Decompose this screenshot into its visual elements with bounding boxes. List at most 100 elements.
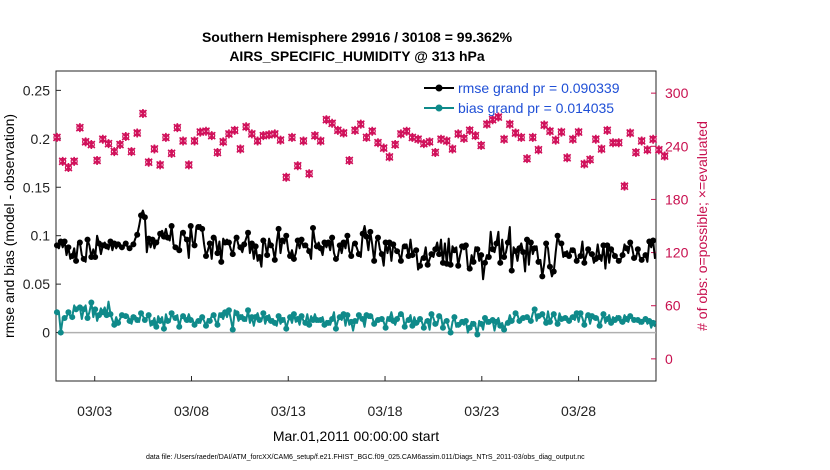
obs-evaluated-point bbox=[402, 126, 411, 136]
rmse-point bbox=[164, 234, 171, 241]
bias-point bbox=[432, 320, 439, 327]
obs-evaluated-point bbox=[660, 151, 669, 161]
rmse-point bbox=[531, 245, 538, 252]
rmse-point bbox=[264, 252, 271, 259]
obs-evaluated-point bbox=[563, 153, 572, 163]
rmse-point bbox=[573, 257, 580, 264]
rmse-point bbox=[413, 247, 420, 254]
rmse-point bbox=[206, 240, 213, 247]
bias-point bbox=[80, 306, 87, 313]
bias-point bbox=[569, 314, 576, 321]
right-tick-label: 60 bbox=[665, 298, 681, 314]
bias-point bbox=[566, 317, 573, 324]
rmse-point bbox=[546, 263, 553, 270]
rmse-point bbox=[497, 259, 504, 266]
bias-point bbox=[512, 310, 519, 317]
bias-point bbox=[554, 320, 561, 327]
rmse-point bbox=[631, 254, 638, 261]
obs-evaluated-point bbox=[293, 161, 302, 171]
rmse-point bbox=[374, 234, 381, 241]
bias-point bbox=[298, 313, 305, 320]
rmse-point bbox=[481, 259, 488, 266]
rmse-point bbox=[424, 261, 431, 268]
bias-point bbox=[493, 318, 500, 325]
obs-evaluated-point bbox=[471, 131, 480, 141]
bias-point bbox=[256, 316, 263, 323]
rmse-point bbox=[520, 249, 527, 256]
legend-bias-label: bias grand pr = 0.014035 bbox=[458, 100, 614, 116]
obs-evaluated-point bbox=[505, 119, 514, 129]
rmse-point bbox=[478, 252, 485, 259]
obs-evaluated-point bbox=[517, 132, 526, 142]
right-tick-label: 180 bbox=[665, 191, 689, 207]
rmse-point bbox=[394, 248, 401, 255]
obs-evaluated-point bbox=[305, 169, 314, 179]
x-tick-label: 03/03 bbox=[77, 403, 112, 419]
rmse-point bbox=[352, 240, 359, 247]
rmse-point bbox=[566, 253, 573, 260]
rmse-point bbox=[447, 261, 454, 268]
right-axis-ticks: 0 60 120 180 240 300 bbox=[651, 85, 689, 367]
obs-evaluated-point bbox=[87, 140, 96, 150]
bias-point bbox=[306, 321, 313, 328]
rmse-point bbox=[69, 253, 76, 260]
obs-evaluated-point bbox=[626, 128, 635, 138]
rmse-point bbox=[585, 246, 592, 253]
obs-evaluated-point bbox=[448, 144, 457, 154]
bias-point bbox=[206, 317, 213, 324]
rmse-point bbox=[225, 239, 232, 246]
bias-point bbox=[439, 324, 446, 331]
rmse-point bbox=[176, 247, 183, 254]
obs-evaluated-point bbox=[345, 155, 354, 165]
rmse-point bbox=[409, 252, 416, 259]
obs-evaluated-point bbox=[230, 125, 239, 135]
obs-evaluated-point bbox=[161, 132, 170, 142]
obs-evaluated-point bbox=[545, 126, 555, 136]
chart-title-line1: Southern Hemisphere 29916 / 30108 = 99.3… bbox=[202, 29, 513, 45]
obs-evaluated-point bbox=[482, 119, 491, 129]
rmse-point bbox=[436, 251, 443, 258]
right-tick-label: 300 bbox=[665, 85, 689, 101]
bias-point bbox=[436, 313, 443, 320]
obs-evaluated-point bbox=[316, 136, 325, 146]
left-tick-label: 0.05 bbox=[23, 276, 50, 292]
bias-point bbox=[187, 316, 194, 323]
rmse-point bbox=[619, 252, 626, 259]
rmse-point bbox=[141, 214, 148, 221]
bias-point bbox=[329, 316, 336, 322]
obs-evaluated-point bbox=[580, 159, 589, 169]
rmse-point bbox=[527, 239, 534, 246]
rmse-point bbox=[275, 225, 282, 232]
rmse-point bbox=[245, 229, 252, 236]
rmse-point bbox=[451, 247, 458, 254]
rmse-point bbox=[501, 254, 508, 260]
bias-point bbox=[283, 325, 290, 332]
rmse-point bbox=[474, 246, 481, 253]
left-tick-label: 0.1 bbox=[31, 228, 51, 244]
bias-point bbox=[508, 317, 515, 324]
left-tick-label: 0.25 bbox=[23, 82, 50, 98]
bias-point bbox=[168, 310, 175, 317]
rmse-point bbox=[180, 229, 187, 236]
bias-point bbox=[317, 316, 324, 323]
bias-point bbox=[581, 321, 588, 328]
obs-evaluated-point bbox=[551, 135, 560, 145]
rmse-point bbox=[558, 240, 565, 247]
bias-point bbox=[627, 313, 634, 320]
obs-evaluated-point bbox=[75, 123, 84, 133]
rmse-point bbox=[256, 254, 263, 260]
rmse-point bbox=[642, 252, 649, 259]
bias-point bbox=[325, 319, 332, 326]
obs-evaluated-point bbox=[282, 172, 291, 182]
rmse-point bbox=[363, 233, 370, 240]
rmse-point bbox=[378, 251, 385, 258]
obs-evaluated-point bbox=[442, 136, 451, 146]
obs-evaluated-point bbox=[494, 112, 503, 122]
rmse-point bbox=[508, 267, 515, 274]
obs-evaluated-point bbox=[52, 132, 62, 142]
bias-point bbox=[401, 323, 408, 330]
obs-evaluated-point bbox=[603, 125, 612, 135]
obs-evaluated-point bbox=[247, 129, 256, 139]
rmse-point bbox=[267, 242, 274, 249]
